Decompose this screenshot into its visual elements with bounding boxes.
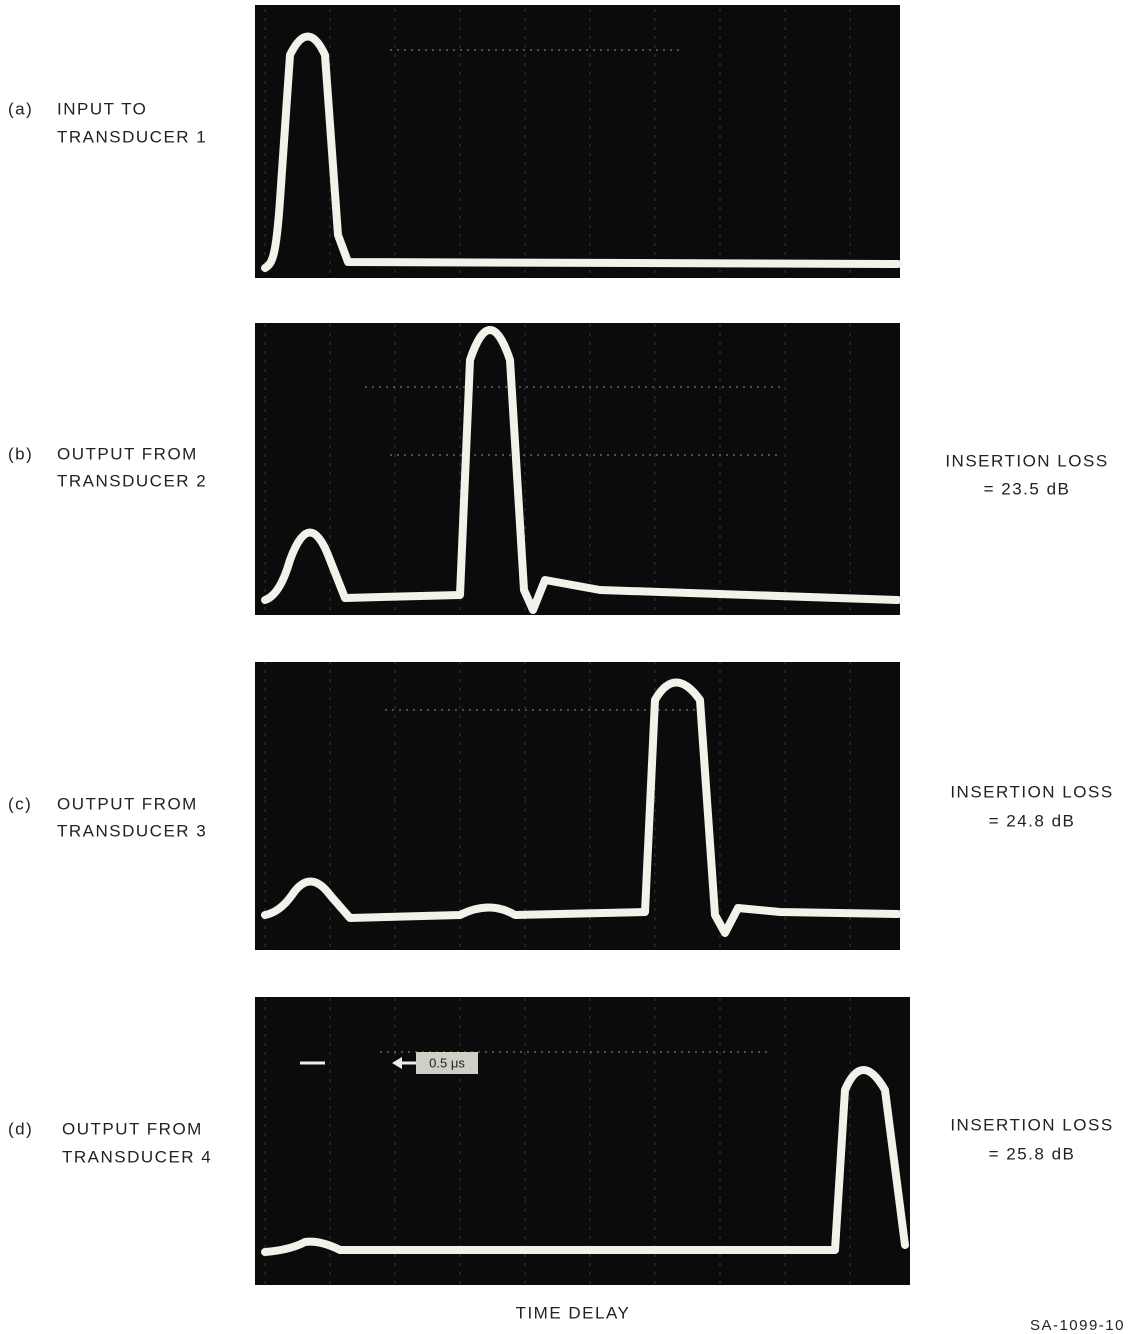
scope-panel-a	[255, 5, 900, 278]
panel-label: (c)	[8, 794, 32, 813]
figure-id: SA-1099-10	[1030, 1317, 1125, 1334]
caption: OUTPUT FROM	[57, 444, 198, 463]
caption: TRANSDUCER 1	[57, 127, 207, 146]
x-axis-label: TIME DELAY	[516, 1303, 631, 1322]
panel-label: (a)	[8, 99, 33, 118]
insertion-loss-value: = 23.5 dB	[984, 479, 1071, 498]
panel-label: (d)	[8, 1119, 33, 1138]
caption: INPUT TO	[57, 99, 147, 118]
insertion-loss: INSERTION LOSS	[950, 782, 1113, 801]
figure: (a) INPUT TO TRANSDUCER 1 (b) OUTPUT FRO…	[0, 0, 1131, 1334]
caption: OUTPUT FROM	[57, 794, 198, 813]
insertion-loss-value: = 25.8 dB	[989, 1144, 1076, 1163]
panel-label: (b)	[8, 444, 33, 463]
scope-panel-b	[255, 323, 900, 615]
caption: TRANSDUCER 4	[62, 1147, 212, 1166]
insertion-loss: INSERTION LOSS	[945, 451, 1108, 470]
caption: TRANSDUCER 2	[57, 471, 207, 490]
scale-marker: 0.5 μs	[429, 1055, 465, 1070]
scope-panel-d	[255, 997, 910, 1285]
scope-panel-c	[255, 662, 900, 950]
caption: OUTPUT FROM	[62, 1119, 203, 1138]
insertion-loss-value: = 24.8 dB	[989, 811, 1076, 830]
caption: TRANSDUCER 3	[57, 821, 207, 840]
insertion-loss: INSERTION LOSS	[950, 1115, 1113, 1134]
